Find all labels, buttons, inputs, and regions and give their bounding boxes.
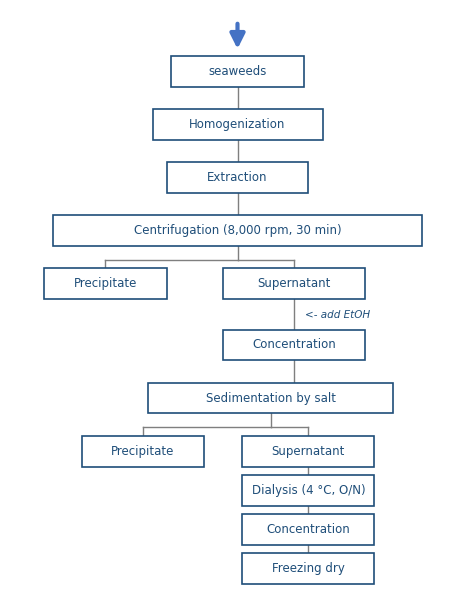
- FancyBboxPatch shape: [223, 268, 365, 299]
- Text: Precipitate: Precipitate: [111, 444, 175, 458]
- FancyBboxPatch shape: [242, 436, 374, 466]
- Text: Concentration: Concentration: [252, 339, 336, 352]
- Text: Supernatant: Supernatant: [257, 277, 331, 290]
- Text: <- add EtOH: <- add EtOH: [304, 311, 370, 320]
- FancyBboxPatch shape: [242, 475, 374, 506]
- Text: Centrifugation (8,000 rpm, 30 min): Centrifugation (8,000 rpm, 30 min): [133, 224, 342, 237]
- Text: Extraction: Extraction: [207, 171, 268, 184]
- FancyBboxPatch shape: [242, 514, 374, 545]
- FancyBboxPatch shape: [152, 109, 323, 140]
- Text: Sedimentation by salt: Sedimentation by salt: [206, 392, 335, 405]
- FancyBboxPatch shape: [53, 215, 422, 246]
- Text: Dialysis (4 °C, O/N): Dialysis (4 °C, O/N): [252, 484, 365, 497]
- FancyBboxPatch shape: [44, 268, 167, 299]
- FancyBboxPatch shape: [167, 162, 308, 193]
- Text: Concentration: Concentration: [266, 523, 350, 536]
- FancyBboxPatch shape: [82, 436, 204, 466]
- FancyBboxPatch shape: [171, 56, 304, 87]
- FancyBboxPatch shape: [148, 383, 393, 414]
- FancyBboxPatch shape: [223, 330, 365, 361]
- Text: Precipitate: Precipitate: [74, 277, 137, 290]
- FancyBboxPatch shape: [242, 553, 374, 584]
- Text: Homogenization: Homogenization: [190, 118, 285, 131]
- Text: Supernatant: Supernatant: [272, 444, 345, 458]
- Text: Freezing dry: Freezing dry: [272, 562, 345, 575]
- Text: seaweeds: seaweeds: [209, 65, 266, 78]
